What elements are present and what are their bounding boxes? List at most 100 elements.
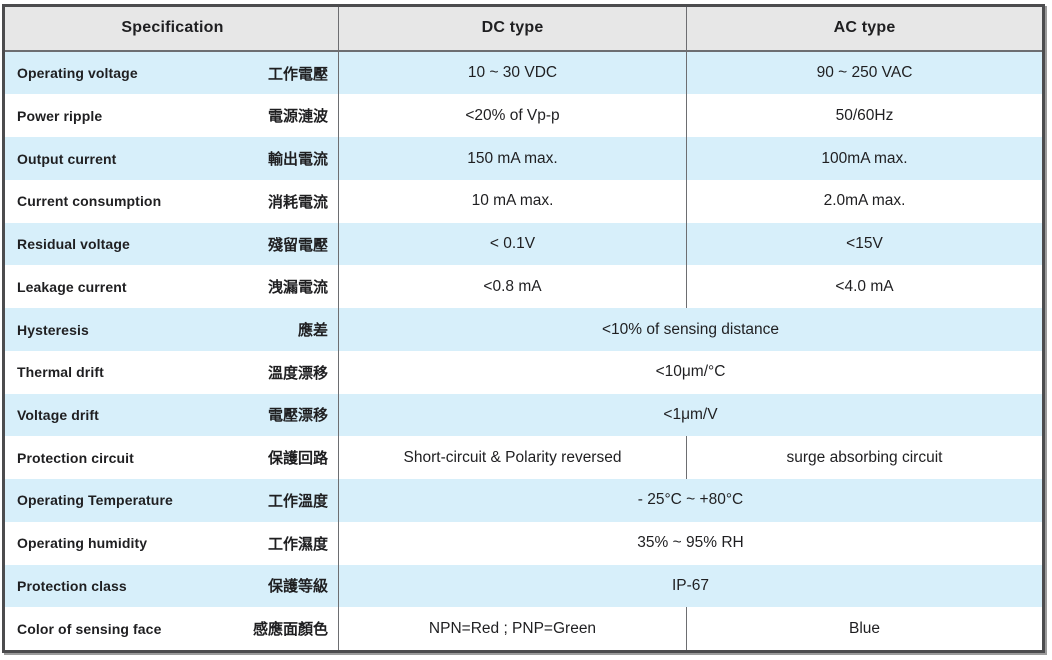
spec-label-zh: 工作電壓	[267, 65, 328, 83]
spec-label-zh: 輸出電流	[267, 151, 328, 169]
ac-value: 90 ~ 250 VAC	[816, 64, 913, 82]
spec-label-en: Power ripple	[17, 107, 103, 124]
span-value: - 25°C ~ +80°C	[637, 491, 744, 509]
dc-value-cell: 10 ~ 30 VDC	[339, 51, 687, 95]
ac-value-cell: 2.0mA max.	[687, 180, 1042, 223]
ac-value: 2.0mA max.	[823, 192, 906, 210]
spec-label-zh: 殘留電壓	[267, 236, 328, 254]
spec-label-en: Protection circuit	[17, 449, 134, 466]
spec-cell: Power ripple 電源漣波	[5, 94, 339, 138]
span-value-cell: <10μm/°C	[339, 351, 1042, 394]
span-value: 35% ~ 95% RH	[637, 534, 744, 552]
spec-cell: Protection circuit 保護回路	[5, 436, 339, 480]
spec-label-en: Protection class	[17, 577, 127, 594]
dc-value: NPN=Red ; PNP=Green	[428, 619, 597, 637]
spec-cell: Output current 輸出電流	[5, 137, 339, 180]
span-value: <10% of sensing distance	[601, 320, 780, 338]
spec-row: Output current 輸出電流 150 mA max. 100mA max.	[5, 137, 1042, 180]
ac-value: 100mA max.	[821, 149, 908, 167]
spec-label-zh: 電壓漂移	[267, 407, 328, 425]
col-header-ac-type-label: AC type	[833, 19, 896, 37]
spec-row: Power ripple 電源漣波 <20% of Vp-p 50/60Hz	[5, 94, 1042, 138]
span-value-cell: <1μm/V	[339, 394, 1042, 437]
ac-value: surge absorbing circuit	[786, 448, 943, 466]
col-header-specification-label: Specification	[121, 19, 224, 37]
dc-value-cell: <20% of Vp-p	[339, 94, 687, 138]
spec-label-zh: 工作濕度	[267, 535, 328, 553]
spec-label-en: Output current	[17, 150, 117, 167]
spec-cell: Hysteresis 應差	[5, 308, 339, 351]
dc-value-cell: 10 mA max.	[339, 179, 687, 223]
ac-value: Blue	[848, 619, 881, 637]
spec-row: Protection circuit 保護回路 Short-circuit & Po…	[5, 436, 1042, 480]
spec-row: Current consumption 消耗電流 10 mA max. 2.0mA m…	[5, 179, 1042, 223]
span-value-cell: <10% of sensing distance	[339, 308, 1042, 351]
spec-row: Thermal drift 溫度漂移 <10μm/°C	[5, 350, 1042, 394]
spec-cell: Voltage drift 電壓漂移	[5, 393, 339, 437]
col-header-ac-type: AC type	[687, 7, 1042, 50]
dc-value: Short-circuit & Polarity reversed	[403, 448, 622, 466]
spec-label-en: Thermal drift	[17, 364, 104, 381]
dc-value: 150 mA max.	[467, 149, 558, 167]
spec-label-zh: 應差	[297, 322, 328, 339]
ac-value-cell: Blue	[687, 607, 1042, 650]
dc-value-cell: 150 mA max.	[339, 137, 687, 180]
ac-value-cell: surge absorbing circuit	[687, 436, 1042, 479]
col-header-dc-type: DC type	[339, 7, 687, 50]
spec-label-zh: 洩漏電流	[267, 279, 328, 297]
span-value-cell: IP-67	[339, 565, 1042, 608]
spec-row: Leakage current 洩漏電流 <0.8 mA <4.0 mA	[5, 265, 1042, 309]
dc-value-cell: NPN=Red ; PNP=Green	[339, 607, 687, 651]
spec-label-en: Hysteresis	[17, 321, 89, 338]
span-value-cell: 35% ~ 95% RH	[339, 522, 1042, 565]
ac-value-cell: 100mA max.	[687, 137, 1042, 180]
dc-value: < 0.1V	[489, 235, 536, 253]
spec-table: Specification DC type AC type Operating …	[2, 4, 1045, 653]
spec-label-en: Operating humidity	[17, 535, 148, 552]
spec-label-en: Residual voltage	[17, 236, 130, 253]
dc-value: <20% of Vp-p	[465, 106, 560, 124]
spec-label-zh: 電源漣波	[267, 108, 328, 126]
spec-row: Operating Temperature 工作溫度 - 25°C ~ +80°C	[5, 479, 1042, 522]
spec-label-zh: 消耗電流	[267, 193, 328, 211]
spec-cell: Operating humidity 工作濕度	[5, 521, 339, 565]
spec-label-en: Voltage drift	[17, 406, 99, 423]
col-header-dc-type-label: DC type	[481, 19, 544, 37]
spec-row: Hysteresis 應差 <10% of sensing distance	[5, 308, 1042, 351]
spec-cell: Operating voltage 工作電壓	[5, 51, 339, 95]
spec-label-en: Color of sensing face	[17, 620, 162, 637]
dc-value: 10 ~ 30 VDC	[467, 64, 558, 82]
spec-cell: Protection class 保護等級	[5, 564, 339, 608]
ac-value: <4.0 mA	[835, 277, 894, 295]
dc-value: 10 mA max.	[471, 192, 554, 210]
spec-label-en: Operating Temperature	[17, 492, 173, 509]
spec-row: Color of sensing face 感應面顏色 NPN=Red ; PNP=…	[5, 607, 1042, 651]
ac-value: 50/60Hz	[835, 106, 894, 124]
span-value: <1μm/V	[663, 405, 718, 423]
ac-value-cell: <15V	[687, 223, 1042, 266]
span-value: <10μm/°C	[655, 363, 726, 381]
spec-row: Residual voltage 殘留電壓 < 0.1V <15V	[5, 222, 1042, 266]
dc-value: <0.8 mA	[483, 277, 542, 295]
spec-cell: Operating Temperature 工作溫度	[5, 479, 339, 522]
ac-value-cell: <4.0 mA	[687, 265, 1042, 308]
ac-value-cell: 50/60Hz	[687, 94, 1042, 137]
spec-cell: Color of sensing face 感應面顏色	[5, 607, 339, 651]
dc-value-cell: < 0.1V	[339, 222, 687, 266]
spec-cell: Leakage current 洩漏電流	[5, 265, 339, 309]
ac-value: <15V	[846, 235, 883, 253]
spec-row: Operating humidity 工作濕度 35% ~ 95% RH	[5, 521, 1042, 565]
span-value: IP-67	[671, 576, 710, 594]
dc-value-cell: <0.8 mA	[339, 265, 687, 309]
ac-value-cell: 90 ~ 250 VAC	[687, 52, 1042, 95]
spec-row: Operating voltage 工作電壓 10 ~ 30 VDC 90 ~ 250…	[5, 51, 1042, 95]
spec-label-zh: 保護回路	[267, 450, 328, 468]
spec-label-zh: 工作溫度	[267, 492, 328, 510]
spec-cell: Current consumption 消耗電流	[5, 179, 339, 223]
spec-label-en: Leakage current	[17, 278, 127, 295]
spec-label-zh: 保護等級	[267, 578, 328, 596]
spec-label-en: Current consumption	[17, 193, 162, 210]
dc-value-cell: Short-circuit & Polarity reversed	[339, 436, 687, 480]
spec-row: Voltage drift 電壓漂移 <1μm/V	[5, 393, 1042, 437]
spec-label-en: Operating voltage	[17, 65, 138, 82]
